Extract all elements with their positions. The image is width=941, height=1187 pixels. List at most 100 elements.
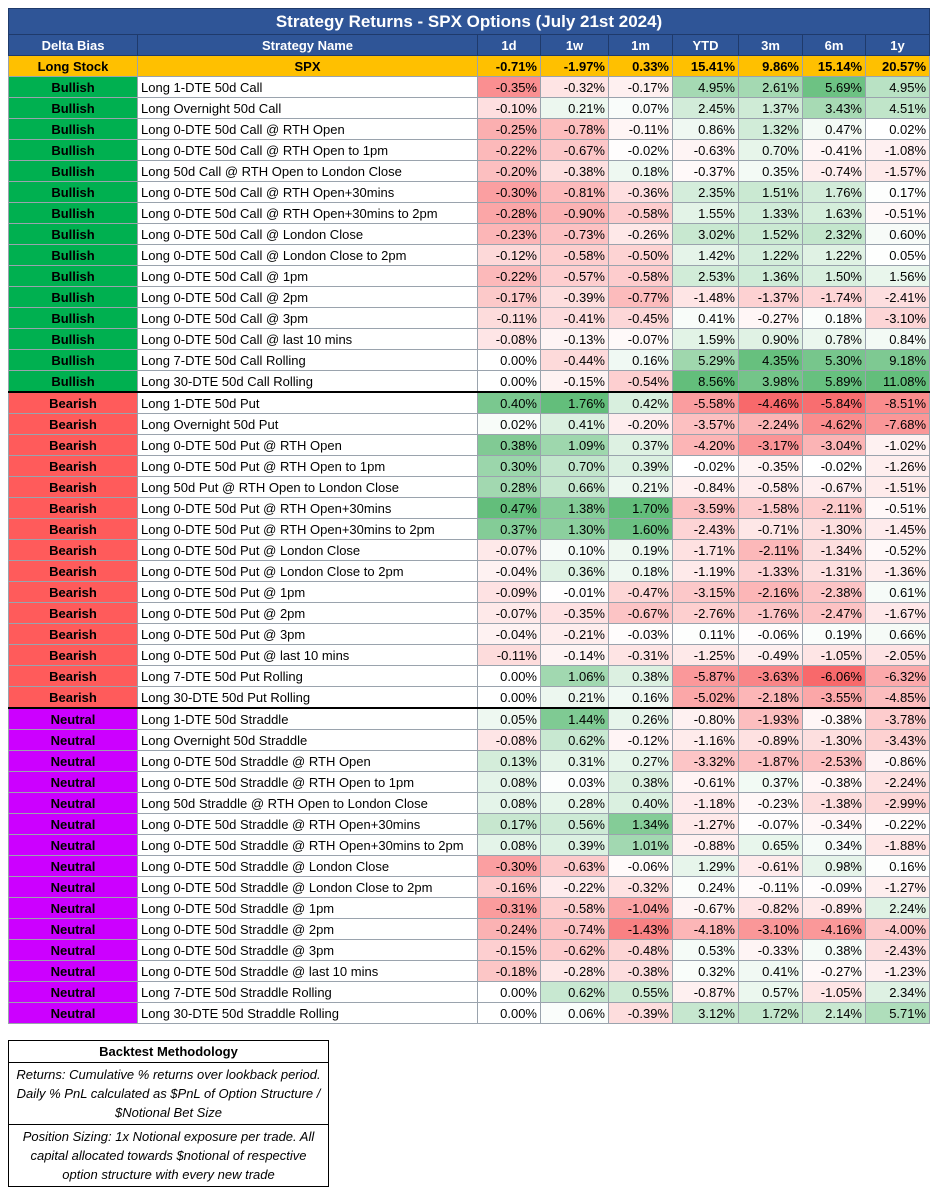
header-1w[interactable]: 1w (540, 34, 609, 56)
row-return-6m: -3.55% (802, 686, 866, 709)
row-return-1m: 0.39% (608, 455, 673, 477)
header-6m[interactable]: 6m (802, 34, 866, 56)
table-row: Bearish Long Overnight 50d Put 0.02% 0.41% -… (8, 413, 931, 435)
row-strategy-name: Long 50d Straddle @ RTH Open to London C… (137, 792, 478, 814)
row-return-1w: -0.32% (540, 76, 609, 98)
benchmark-3m: 9.86% (738, 55, 803, 77)
row-return-6m: -2.47% (802, 602, 866, 624)
row-return-1w: -0.22% (540, 876, 609, 898)
row-return-1m: 0.40% (608, 792, 673, 814)
row-return-1d: -0.10% (477, 97, 541, 119)
table-row: Bearish Long 50d Put @ RTH Open to London… (8, 476, 931, 498)
header-1m[interactable]: 1m (608, 34, 673, 56)
header-row: Delta Bias Strategy Name 1d 1w 1m YTD 3m… (8, 34, 931, 56)
row-return-1y: -2.24% (864, 771, 931, 793)
row-return-6m: -5.84% (802, 391, 866, 414)
row-return-6m: 1.76% (802, 181, 866, 203)
row-return-1y: -2.41% (864, 286, 931, 308)
page-title: Strategy Returns - SPX Options (July 21s… (7, 8, 931, 35)
row-delta-bias: Bearish (8, 686, 138, 709)
strategy-returns-table: Strategy Returns - SPX Options (July 21s… (7, 8, 931, 1024)
header-1y[interactable]: 1y (864, 34, 931, 56)
benchmark-ytd: 15.41% (672, 55, 739, 77)
row-return-6m: 1.22% (802, 244, 866, 266)
row-return-1m: -0.17% (608, 76, 673, 98)
table-row: Bullish Long 0-DTE 50d Call @ 3pm -0.11% -0… (8, 307, 931, 329)
row-return-3m: -1.33% (738, 560, 803, 582)
table-row: Bearish Long 7-DTE 50d Put Rolling 0.00% 1.… (8, 665, 931, 687)
row-strategy-name: Long 1-DTE 50d Call (137, 76, 478, 98)
header-1d[interactable]: 1d (477, 34, 541, 56)
row-return-ytd: -1.25% (672, 644, 739, 666)
row-return-1d: -0.31% (477, 897, 541, 919)
row-return-3m: 0.35% (738, 160, 803, 182)
row-delta-bias: Bearish (8, 623, 138, 645)
row-return-3m: 1.32% (738, 118, 803, 140)
row-return-ytd: -3.32% (672, 750, 739, 772)
row-delta-bias: Bullish (8, 160, 138, 182)
row-strategy-name: Long 0-DTE 50d Straddle @ last 10 mins (137, 960, 478, 982)
row-return-1d: -0.18% (477, 960, 541, 982)
header-strategy-name[interactable]: Strategy Name (137, 34, 478, 56)
row-return-3m: -1.76% (738, 602, 803, 624)
row-strategy-name: Long 0-DTE 50d Straddle @ RTH Open+30min… (137, 834, 478, 856)
row-return-1m: -0.58% (608, 265, 673, 287)
row-return-1w: -0.35% (540, 602, 609, 624)
row-return-1w: -0.44% (540, 349, 609, 371)
row-return-1y: -7.68% (864, 413, 931, 435)
row-return-1y: 2.24% (864, 897, 931, 919)
row-strategy-name: Long 0-DTE 50d Straddle @ 1pm (137, 897, 478, 919)
row-return-1y: -0.51% (864, 497, 931, 519)
row-return-1y: -1.36% (864, 560, 931, 582)
row-return-1m: -0.58% (608, 202, 673, 224)
row-delta-bias: Neutral (8, 981, 138, 1003)
row-return-6m: 0.38% (802, 939, 866, 961)
row-return-1w: 0.36% (540, 560, 609, 582)
row-strategy-name: Long 0-DTE 50d Put @ RTH Open to 1pm (137, 455, 478, 477)
row-return-1m: -0.06% (608, 855, 673, 877)
row-return-3m: -0.11% (738, 876, 803, 898)
row-strategy-name: Long 0-DTE 50d Call @ RTH Open (137, 118, 478, 140)
row-return-1w: -0.67% (540, 139, 609, 161)
row-return-1m: 0.42% (608, 391, 673, 414)
header-ytd[interactable]: YTD (672, 34, 739, 56)
row-return-1d: 0.00% (477, 1002, 541, 1024)
table-row: Bearish Long 0-DTE 50d Put @ 3pm -0.04% -0.… (8, 623, 931, 645)
header-delta-bias[interactable]: Delta Bias (8, 34, 138, 56)
row-strategy-name: Long 0-DTE 50d Straddle @ London Close t… (137, 876, 478, 898)
row-strategy-name: Long 0-DTE 50d Put @ London Close to 2pm (137, 560, 478, 582)
row-delta-bias: Bullish (8, 328, 138, 350)
row-return-1w: -0.63% (540, 855, 609, 877)
row-delta-bias: Bearish (8, 455, 138, 477)
row-return-1y: -1.08% (864, 139, 931, 161)
row-return-ytd: 2.53% (672, 265, 739, 287)
row-return-ytd: -0.67% (672, 897, 739, 919)
table-row: Bullish Long 0-DTE 50d Call @ RTH Open+30… (8, 181, 931, 203)
row-return-1m: 0.16% (608, 686, 673, 709)
table-row: Bullish Long 0-DTE 50d Call @ RTH Open -0.… (8, 118, 931, 140)
row-return-ytd: 0.53% (672, 939, 739, 961)
row-return-1w: 1.44% (540, 707, 609, 730)
row-return-1m: -0.47% (608, 581, 673, 603)
row-return-ytd: 0.11% (672, 623, 739, 645)
row-return-ytd: -0.61% (672, 771, 739, 793)
row-return-1d: -0.12% (477, 244, 541, 266)
row-return-6m: 2.14% (802, 1002, 866, 1024)
row-delta-bias: Bearish (8, 518, 138, 540)
row-return-3m: -2.11% (738, 539, 803, 561)
row-return-3m: -1.58% (738, 497, 803, 519)
row-return-3m: 0.41% (738, 960, 803, 982)
row-return-1y: -1.26% (864, 455, 931, 477)
row-delta-bias: Bullish (8, 307, 138, 329)
row-return-ytd: 0.86% (672, 118, 739, 140)
benchmark-row: Long Stock SPX -0.71% -1.97% 0.33% 15.41… (8, 55, 931, 77)
header-3m[interactable]: 3m (738, 34, 803, 56)
row-return-6m: -3.04% (802, 434, 866, 456)
row-return-6m: -4.62% (802, 413, 866, 435)
row-return-1d: 0.08% (477, 771, 541, 793)
row-return-3m: -0.71% (738, 518, 803, 540)
row-return-3m: -2.24% (738, 413, 803, 435)
row-delta-bias: Bullish (8, 223, 138, 245)
row-strategy-name: Long 0-DTE 50d Call @ RTH Open to 1pm (137, 139, 478, 161)
row-return-1d: -0.30% (477, 181, 541, 203)
